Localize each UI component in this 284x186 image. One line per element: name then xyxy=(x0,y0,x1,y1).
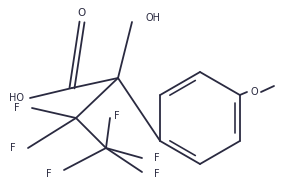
Text: F: F xyxy=(46,169,52,179)
Text: O: O xyxy=(250,87,258,97)
Text: OH: OH xyxy=(146,13,161,23)
Text: F: F xyxy=(154,169,160,179)
Text: HO: HO xyxy=(9,93,24,103)
Text: F: F xyxy=(11,143,16,153)
Text: O: O xyxy=(78,8,86,18)
Text: F: F xyxy=(114,111,120,121)
Text: F: F xyxy=(154,153,160,163)
Text: F: F xyxy=(14,103,20,113)
